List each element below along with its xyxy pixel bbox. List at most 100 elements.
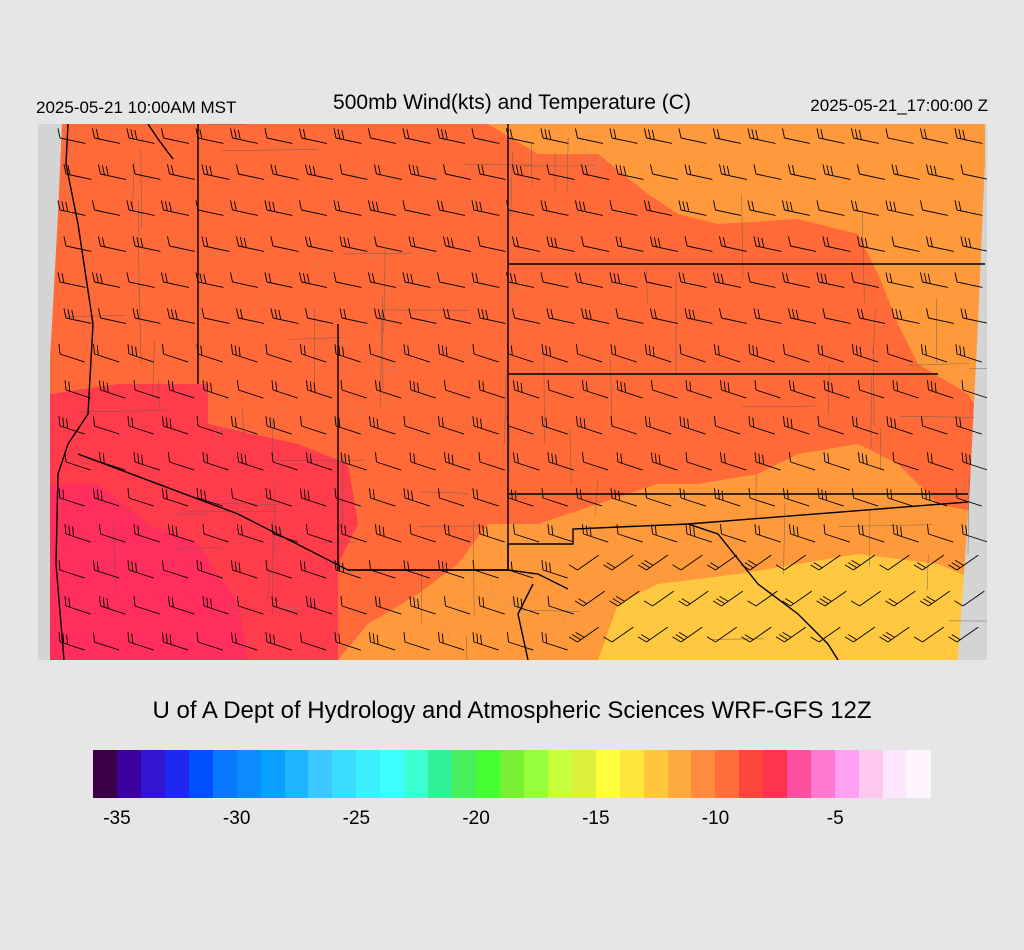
county-line <box>220 149 319 152</box>
wind-barb <box>271 452 298 471</box>
valid-time-local: 2025-05-21 10:00AM MST <box>36 98 237 117</box>
wind-barb <box>789 452 816 471</box>
wind-barb <box>477 164 506 180</box>
wind-barb <box>541 416 568 435</box>
wind-barb <box>775 554 807 571</box>
wind-barb <box>810 554 841 571</box>
wind-barb <box>685 452 712 471</box>
wind-barb <box>339 308 368 324</box>
colorbar-swatch <box>739 750 764 798</box>
wind-barb <box>955 344 982 363</box>
wind-barb <box>58 416 85 435</box>
wind-barb <box>231 560 258 579</box>
wind-barb <box>645 344 672 363</box>
wind-barb <box>921 344 948 363</box>
county-line <box>267 569 270 602</box>
wind-barb <box>270 236 299 252</box>
wind-barb <box>741 626 772 643</box>
wind-barb <box>747 128 776 144</box>
wind-barb <box>478 596 505 615</box>
wind-barb <box>720 380 747 399</box>
county-line <box>862 213 865 303</box>
terrain-contour <box>360 585 375 622</box>
wind-barb <box>920 200 949 216</box>
wind-barb <box>679 488 706 507</box>
wind-barb <box>603 626 634 643</box>
wind-barb <box>374 236 403 252</box>
county-line <box>948 620 987 622</box>
wind-barb <box>237 380 264 399</box>
wind-barb <box>369 488 396 507</box>
colorbar-swatch <box>691 750 716 798</box>
terrain-contour <box>222 382 238 401</box>
wind-barb <box>954 590 985 607</box>
wind-barb <box>437 272 466 288</box>
wind-barb <box>582 380 609 399</box>
wind-barb <box>851 272 880 288</box>
wind-barb <box>334 632 361 651</box>
wind-barb <box>852 416 879 435</box>
wind-barb <box>921 416 948 435</box>
wind-barb <box>92 128 121 144</box>
wind-barb <box>851 128 880 144</box>
terrain-contour <box>354 402 364 424</box>
wind-barb <box>651 524 678 543</box>
wind-barb <box>685 524 712 543</box>
county-line <box>645 267 648 304</box>
wind-barb <box>237 452 264 471</box>
terrain-contour <box>334 337 354 349</box>
wind-barb <box>507 560 534 579</box>
wind-barb <box>472 488 499 507</box>
wind-barb <box>603 554 634 571</box>
wind-barb <box>305 308 334 324</box>
wind-barb <box>334 488 361 507</box>
colorbar-swatch <box>571 750 596 798</box>
wind-barb <box>610 488 637 507</box>
wind-barb <box>540 128 569 144</box>
wind-barb <box>230 272 259 288</box>
wind-barb <box>651 380 678 399</box>
wind-barb <box>816 590 847 607</box>
wind-barb <box>678 590 709 607</box>
wind-barb <box>954 272 983 288</box>
wind-barb <box>948 626 979 643</box>
wind-barb <box>927 380 954 399</box>
colorbar-tick-label: -15 <box>582 808 610 829</box>
wind-barb <box>438 344 465 363</box>
wind-barb <box>300 560 327 579</box>
wind-barb <box>507 632 534 651</box>
wind-barb <box>162 488 189 507</box>
wind-barb <box>402 272 431 288</box>
terrain-contour <box>214 426 233 456</box>
wind-barb <box>133 524 160 543</box>
wind-barb <box>300 488 327 507</box>
wind-barb <box>926 164 955 180</box>
terrain-contour <box>441 608 460 636</box>
wind-barb <box>340 524 367 543</box>
wind-barb <box>438 416 465 435</box>
county-line <box>77 410 167 413</box>
wind-barb <box>913 626 945 643</box>
wind-barb <box>126 272 155 288</box>
wind-barb <box>927 452 954 471</box>
wind-barb <box>706 554 738 571</box>
wind-barb <box>616 524 643 543</box>
wind-barb <box>609 128 638 144</box>
wind-barb <box>576 344 603 363</box>
wind-barb <box>472 344 499 363</box>
wind-barb <box>471 128 500 144</box>
wind-barb <box>919 590 951 607</box>
wind-barb <box>340 380 367 399</box>
wind-barb <box>706 626 738 643</box>
wind-barb <box>369 344 396 363</box>
colorbar-swatch <box>882 750 907 798</box>
wind-barb <box>753 164 782 180</box>
wind-barb <box>513 380 540 399</box>
wind-barb <box>857 236 886 252</box>
wind-barb <box>375 452 402 471</box>
wind-barb <box>817 416 844 435</box>
wind-barb <box>201 236 230 252</box>
terrain-contour <box>582 144 597 175</box>
terrain-contour <box>271 404 294 422</box>
wind-barb <box>231 344 258 363</box>
